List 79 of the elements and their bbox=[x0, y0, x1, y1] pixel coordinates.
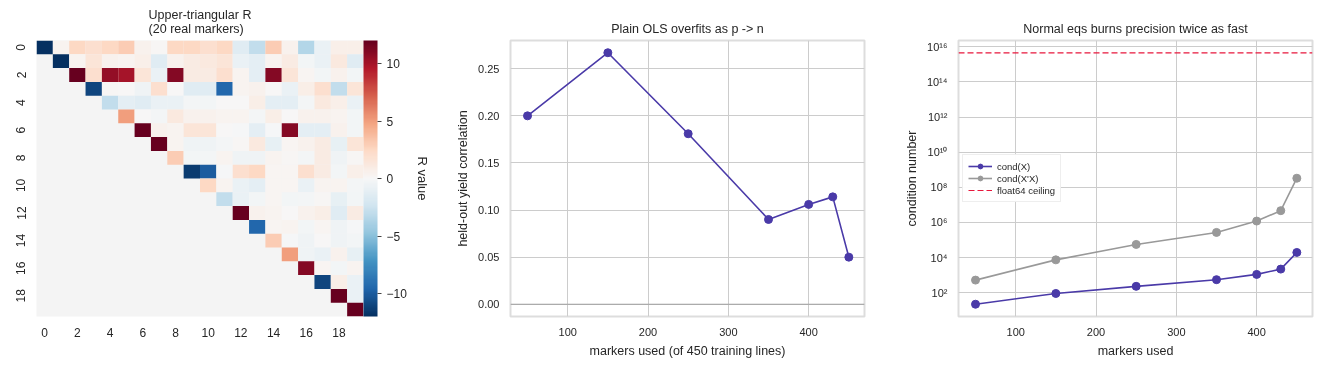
point bbox=[1131, 281, 1141, 291]
x-axis-title: markers used (of 450 training lines) bbox=[589, 343, 786, 358]
y-tick-label: 10 bbox=[14, 178, 29, 193]
y-tick-label: 0 bbox=[14, 43, 29, 51]
y-axis-title: held-out yield correlation bbox=[456, 110, 471, 247]
y-tick-label: 0.00 bbox=[478, 298, 500, 311]
y-tick-label: 0.05 bbox=[478, 251, 500, 264]
chart-title: Plain OLS overfits as p -> n bbox=[611, 21, 764, 36]
y-tick-label: 6 bbox=[14, 126, 29, 134]
x-tick-label: 100 bbox=[1006, 325, 1025, 338]
color-bar-label: 10 bbox=[386, 57, 401, 71]
x-tick-label: 8 bbox=[172, 325, 180, 340]
y-tick-label: 10² bbox=[931, 286, 948, 299]
legend-label: cond(X) bbox=[997, 160, 1031, 172]
point bbox=[1292, 173, 1302, 183]
point bbox=[603, 48, 613, 58]
point bbox=[804, 199, 814, 209]
x-tick-label: 14 bbox=[266, 325, 281, 340]
point bbox=[1252, 216, 1262, 226]
chart-title: Upper-triangular R (20 real markers) bbox=[148, 7, 252, 36]
y-axis-title: condition number bbox=[904, 130, 919, 227]
x-tick-label: 10 bbox=[201, 325, 216, 340]
point bbox=[1212, 227, 1222, 237]
y-tick-label: 10⁴ bbox=[930, 251, 948, 264]
x-tick-label: 0 bbox=[41, 325, 49, 340]
point bbox=[828, 192, 838, 202]
x-tick-label: 100 bbox=[558, 325, 577, 338]
point bbox=[1051, 288, 1061, 298]
y-tick-label: 10¹² bbox=[927, 111, 948, 124]
point bbox=[1292, 247, 1302, 257]
point bbox=[971, 275, 981, 285]
y-tick-label: 14 bbox=[14, 233, 29, 248]
x-tick-label: 300 bbox=[1167, 325, 1186, 338]
y-tick-label: 8 bbox=[14, 154, 29, 162]
legend-label: float64 ceiling bbox=[997, 184, 1056, 196]
x-tick-label: 12 bbox=[234, 325, 248, 340]
x-tick-label: 16 bbox=[299, 325, 314, 340]
x-axis-title: markers used bbox=[1097, 343, 1174, 358]
point bbox=[1252, 269, 1262, 279]
point bbox=[1131, 239, 1141, 249]
y-tick-label: 0.15 bbox=[478, 156, 500, 169]
y-tick-label: 10¹⁶ bbox=[927, 40, 948, 53]
point bbox=[1276, 206, 1286, 216]
y-tick-label: 10¹⁴ bbox=[926, 75, 948, 88]
y-tick-label: 2 bbox=[14, 71, 29, 79]
color-bar-title: R value bbox=[414, 156, 430, 201]
y-tick-label: 0.10 bbox=[478, 204, 500, 217]
y-tick-label: 10⁶ bbox=[930, 216, 948, 229]
x-tick-label: 6 bbox=[139, 325, 147, 340]
point bbox=[1276, 264, 1286, 274]
color-bar-label: −10 bbox=[386, 287, 408, 301]
y-tick-label: 0.25 bbox=[478, 62, 500, 75]
y-tick-label: 18 bbox=[14, 288, 29, 303]
color-bar-label: 0 bbox=[386, 172, 394, 186]
color-bar-label: −5 bbox=[386, 229, 401, 244]
legend-label: cond(X'X) bbox=[997, 172, 1039, 184]
x-tick-label: 300 bbox=[719, 325, 738, 338]
color-bar-label: 5 bbox=[386, 114, 394, 129]
y-tick-label: 12 bbox=[14, 206, 29, 220]
x-tick-label: 400 bbox=[1247, 325, 1266, 338]
x-tick-label: 200 bbox=[638, 325, 658, 338]
point bbox=[683, 129, 693, 139]
y-tick-label: 10¹⁰ bbox=[927, 146, 948, 159]
point bbox=[844, 252, 854, 262]
x-tick-label: 4 bbox=[106, 325, 114, 340]
x-tick-label: 18 bbox=[332, 325, 346, 340]
y-tick-label: 0.20 bbox=[478, 109, 500, 122]
x-tick-label: 200 bbox=[1086, 325, 1106, 338]
x-tick-label: 2 bbox=[74, 325, 82, 340]
point bbox=[1212, 275, 1222, 285]
point bbox=[764, 214, 774, 224]
chart-title: Normal eqs burns precision twice as fast bbox=[1023, 21, 1249, 36]
y-tick-label: 4 bbox=[14, 98, 29, 106]
y-tick-label: 10⁸ bbox=[930, 181, 948, 194]
y-tick-label: 16 bbox=[14, 261, 29, 275]
point bbox=[1051, 255, 1061, 265]
point bbox=[523, 111, 533, 121]
point bbox=[971, 299, 981, 309]
x-tick-label: 400 bbox=[799, 325, 818, 338]
